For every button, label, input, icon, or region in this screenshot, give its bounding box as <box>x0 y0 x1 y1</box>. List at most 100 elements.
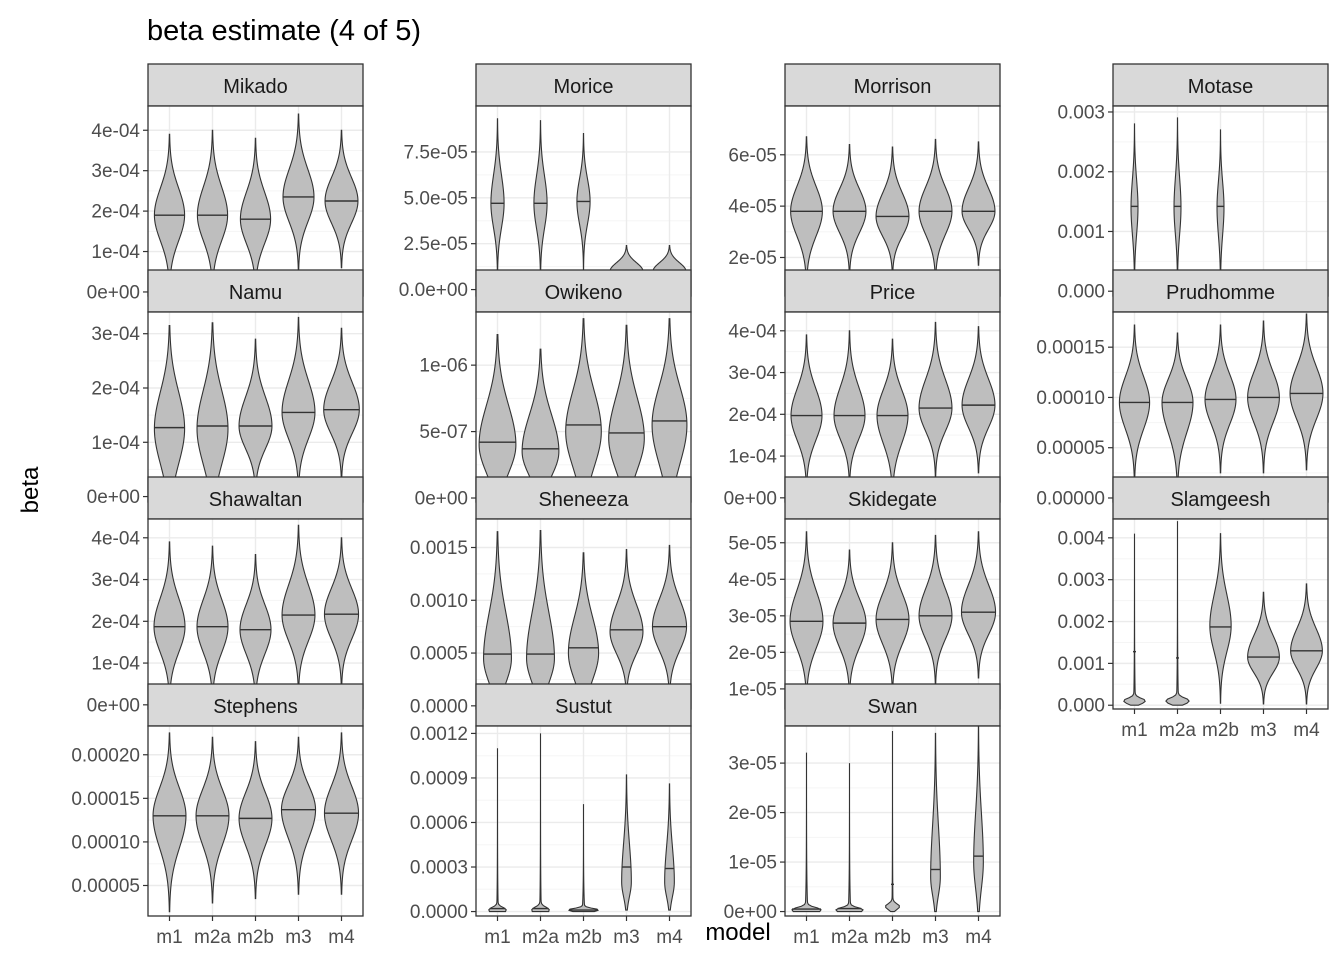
violin-m2a <box>835 763 864 913</box>
facet-panel: Shawaltan 0e+00 1e-04 2e-04 3e-04 4e-04 <box>87 476 364 716</box>
y-tick-label: 0e+00 <box>87 487 140 508</box>
violin-m2a <box>526 530 555 706</box>
y-tick-label: 6e-05 <box>728 145 777 166</box>
x-tick-label: m2a <box>194 927 231 948</box>
violin-m2a <box>533 120 548 280</box>
y-tick-label: 0.001 <box>1057 654 1105 675</box>
x-tick-label: m4 <box>965 927 992 948</box>
facet-strip <box>1112 63 1329 107</box>
violin-m4 <box>664 783 675 911</box>
facet-panel: Namu 0e+00 1e-04 2e-04 3e-04 <box>87 269 364 508</box>
violin-m1 <box>483 531 512 706</box>
violin-m3 <box>918 138 953 282</box>
y-tick-label: 0.00005 <box>1036 438 1105 459</box>
y-tick-label: 0.0015 <box>410 538 468 559</box>
violin-m1 <box>1118 324 1151 483</box>
y-tick-label: 4e-04 <box>91 121 140 142</box>
facet-strip-label: Skidegate <box>848 489 937 511</box>
violin-m3 <box>930 732 941 913</box>
facet-strip-label: Prudhomme <box>1166 282 1275 304</box>
x-axis-title: model <box>705 919 770 946</box>
facet-strip <box>147 683 364 727</box>
x-tick-label: m1 <box>793 927 819 948</box>
facet-strip-label: Namu <box>229 282 282 304</box>
facet-panel: Morrison 2e-05 4e-05 6e-05 <box>728 63 1001 297</box>
violin-m1 <box>791 752 822 913</box>
y-tick-label: 5e-05 <box>728 533 777 554</box>
x-tick-label: m2b <box>237 927 274 948</box>
facet-panel: Swan 0e+00 1e-05 2e-05 3e-05 m1 m2a m2b m3 m4 <box>724 683 1001 948</box>
y-tick-label: 2.5e-05 <box>404 234 468 255</box>
facet-strip <box>147 269 364 313</box>
y-tick-label: 0.0005 <box>410 644 468 665</box>
y-tick-label: 0e+00 <box>87 282 140 303</box>
violin-m2a <box>521 348 560 499</box>
y-tick-label: 2e-04 <box>91 612 140 633</box>
y-tick-label: 2e-05 <box>728 248 777 269</box>
facet-panel: Motase 0.000 0.001 0.002 0.003 <box>1057 63 1329 303</box>
y-tick-label: 1e-04 <box>91 433 140 454</box>
violin-m4 <box>651 318 688 499</box>
y-tick-label: 0e+00 <box>87 695 140 716</box>
facet-strip-label: Sheneeza <box>538 489 629 511</box>
violin-m2b <box>239 137 272 293</box>
y-tick-label: 4e-05 <box>728 570 777 591</box>
violin-m2a <box>1173 117 1182 289</box>
violin-m2a <box>1165 521 1190 706</box>
facet-strip-label: Shawaltan <box>209 489 302 511</box>
y-tick-label: 0e+00 <box>724 488 777 509</box>
y-tick-label: 0.003 <box>1057 570 1105 591</box>
violin-m2a <box>196 322 229 497</box>
violin-m2a <box>195 736 230 904</box>
facet-strip <box>784 683 1001 727</box>
violin-m2a <box>1161 332 1194 493</box>
violin-m3 <box>280 736 317 895</box>
y-tick-label: 3e-04 <box>91 324 140 345</box>
facet-panel: Stephens 0.00005 0.00010 0.00015 0.00020 m1 m2… <box>71 683 364 948</box>
x-tick-label: m4 <box>328 927 355 948</box>
y-tick-label: 2e-04 <box>91 202 140 223</box>
x-tick-label: m4 <box>656 927 683 948</box>
facet-strip <box>147 63 364 107</box>
y-tick-label: 0.00015 <box>71 789 140 810</box>
facet-panel: Price 0e+00 1e-04 2e-04 3e-04 4e-04 <box>724 269 1001 509</box>
x-tick-label: m4 <box>1293 720 1320 741</box>
facet-strip-label: Slamgeesh <box>1170 489 1270 511</box>
y-tick-label: 3e-05 <box>728 754 777 775</box>
facet-panel: Owikeno 0e+00 5e-07 1e-06 <box>415 269 692 510</box>
y-tick-label: 0.003 <box>1057 102 1105 123</box>
violin-m2b <box>1216 129 1225 291</box>
y-tick-label: 4e-05 <box>728 197 777 218</box>
y-tick-label: 0.001 <box>1057 222 1105 243</box>
y-tick-label: 0e+00 <box>724 902 777 923</box>
violin-m1 <box>488 748 507 913</box>
y-tick-label: 0.000 <box>1057 282 1105 303</box>
violin-m4 <box>651 544 688 698</box>
y-tick-label: 0.00010 <box>1036 388 1105 409</box>
y-tick-label: 2e-05 <box>728 803 777 824</box>
facet-strip-label: Price <box>870 282 916 304</box>
x-tick-label: m3 <box>613 927 639 948</box>
x-tick-label: m2a <box>1159 720 1196 741</box>
violin-m3 <box>609 549 644 698</box>
violin-m4 <box>1290 583 1323 705</box>
violin-m1 <box>490 118 505 278</box>
y-tick-label: 3e-04 <box>728 363 777 384</box>
x-tick-label: m2b <box>874 927 911 948</box>
facet-strip <box>475 683 692 727</box>
violin-m1 <box>790 334 823 491</box>
facet-strip <box>1112 476 1329 520</box>
y-tick-label: 0.0009 <box>410 768 468 789</box>
violin-m1 <box>153 133 186 293</box>
facet-panel: Sustut 0.0000 0.0003 0.0006 0.0009 0.0012 m1 m2… <box>410 683 692 948</box>
violin-m3 <box>281 524 316 693</box>
y-tick-label: 0.00000 <box>1036 488 1105 509</box>
y-tick-label: 0.00015 <box>1036 338 1105 359</box>
y-tick-label: 1e-04 <box>728 447 777 468</box>
y-tick-label: 0.0006 <box>410 813 468 834</box>
facet-panel: Mikado 0e+00 1e-04 2e-04 3e-04 4e-04 <box>87 63 364 303</box>
chart-title: beta estimate (4 of 5) <box>147 15 421 47</box>
y-tick-label: 0.002 <box>1057 612 1105 633</box>
violin-m4 <box>324 129 359 269</box>
